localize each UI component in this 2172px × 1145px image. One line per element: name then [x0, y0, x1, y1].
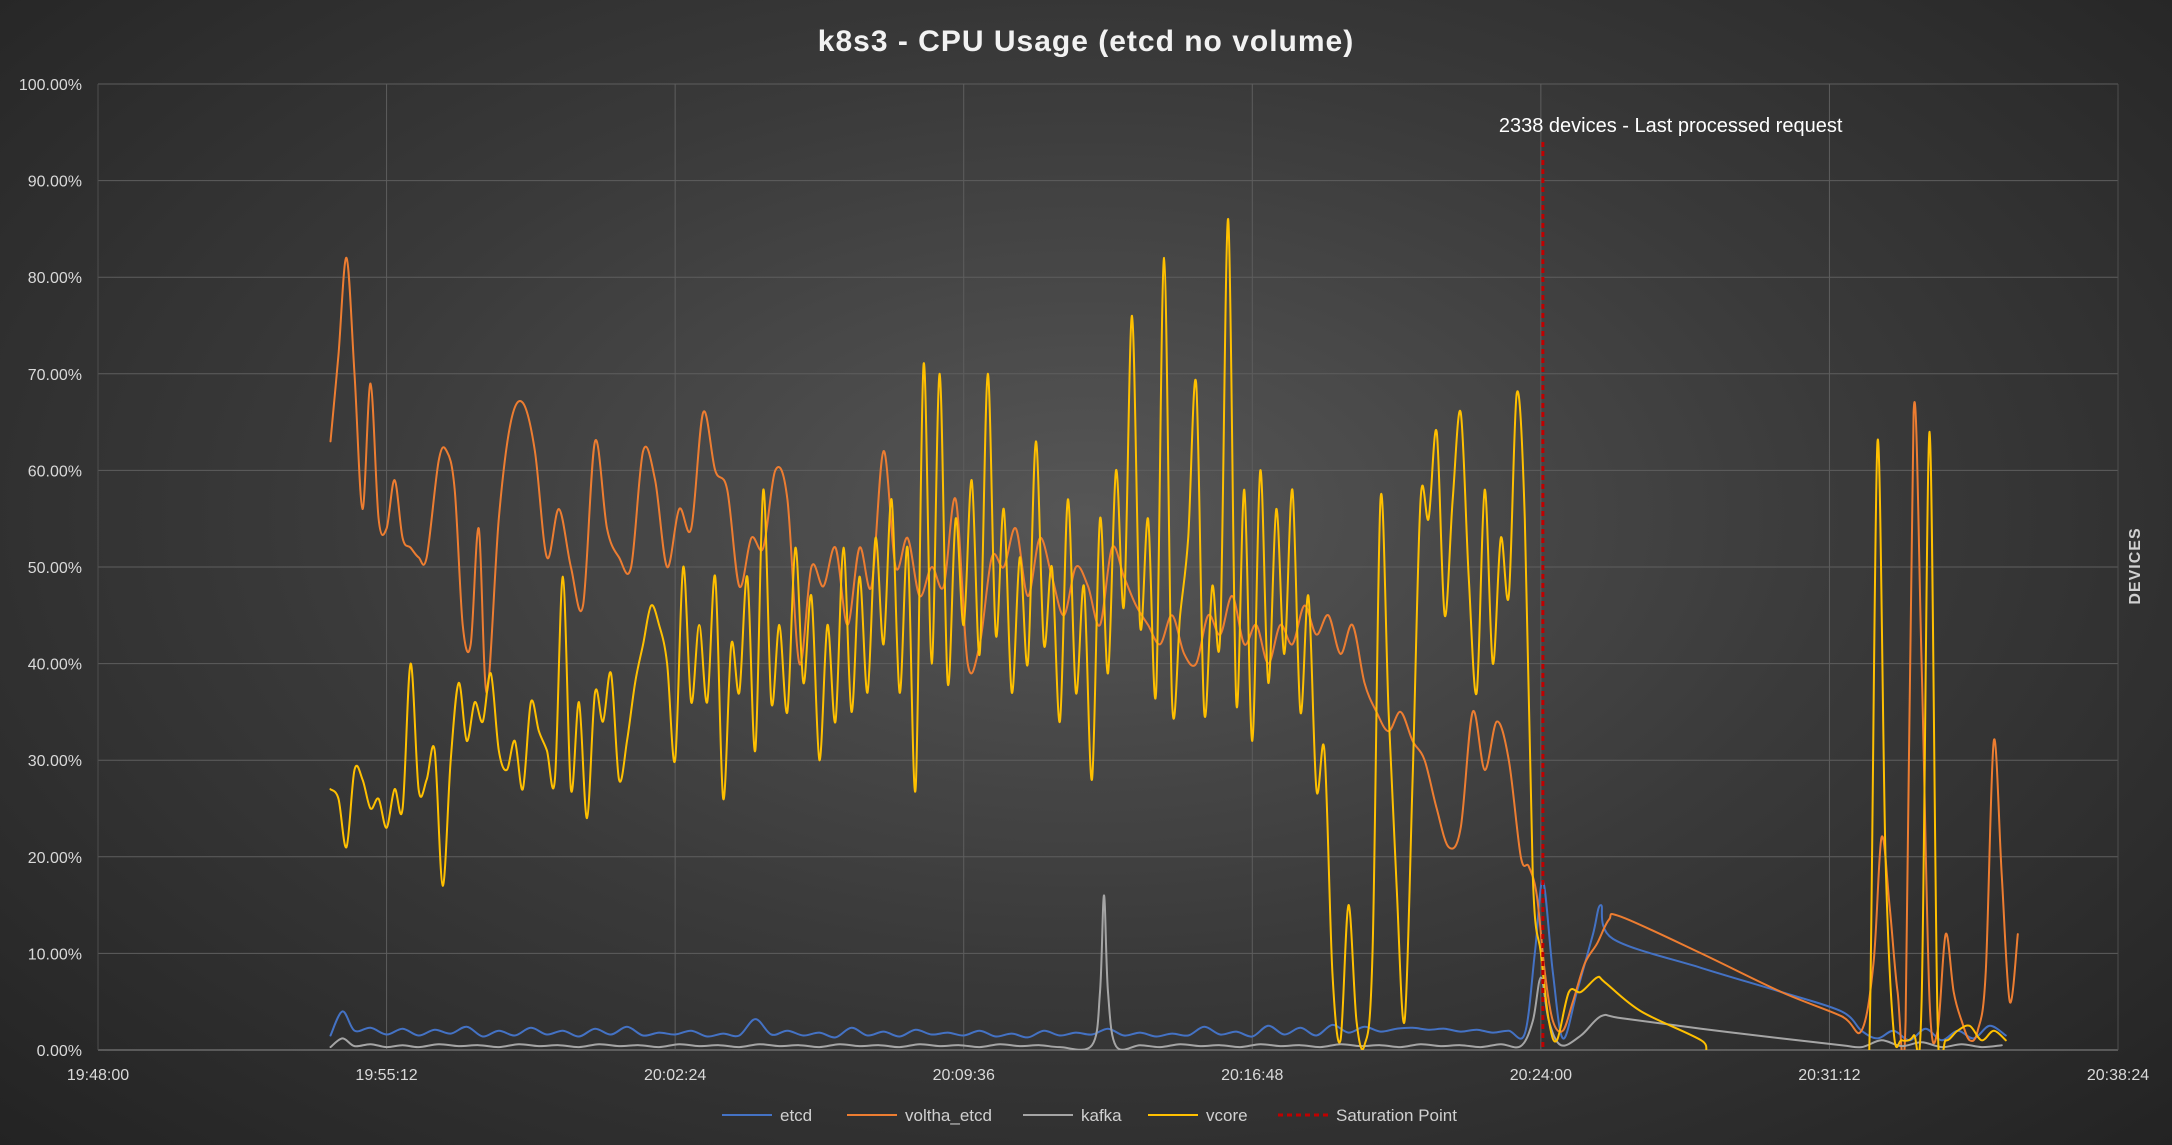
legend-label: kafka — [1081, 1106, 1122, 1125]
y-tick-label: 70.00% — [28, 367, 82, 384]
axes: 0.00% 10.00% 20.00% 30.00% 40.00% 50.00% 60.00… — [19, 77, 2149, 1084]
legend: etcd voltha_etcd kafka vcore Saturation Poin… — [722, 1106, 1457, 1125]
y-tick-label: 50.00% — [28, 560, 82, 577]
series-line-kafka — [329, 894, 2003, 1050]
secondary-axis-label: DEVICES — [2127, 527, 2144, 604]
y-tick-label: 20.00% — [28, 850, 82, 867]
x-tick-label: 19:48:00 — [67, 1067, 129, 1084]
x-tick-label: 20:24:00 — [1510, 1067, 1572, 1084]
legend-label: vcore — [1206, 1106, 1248, 1125]
annotations: 2338 devices - Last processed request — [1499, 115, 1843, 137]
y-tick-label: 30.00% — [28, 753, 82, 770]
x-tick-label: 20:02:24 — [644, 1067, 706, 1084]
y-tick-label: 40.00% — [28, 657, 82, 674]
y-tick-label: 10.00% — [28, 946, 82, 963]
y-tick-label: 100.00% — [19, 77, 82, 94]
legend-label: Saturation Point — [1336, 1106, 1457, 1125]
series-line-vcore — [329, 218, 2007, 1050]
chart-title: k8s3 - CPU Usage (etcd no volume) — [818, 25, 1354, 58]
series-line-voltha-etcd — [329, 256, 2019, 1050]
y-tick-label: 80.00% — [28, 270, 82, 287]
x-tick-label: 19:55:12 — [355, 1067, 417, 1084]
x-tick-label: 20:31:12 — [1798, 1067, 1860, 1084]
legend-label: etcd — [780, 1106, 812, 1125]
legend-label: voltha_etcd — [905, 1106, 992, 1125]
x-tick-label: 20:09:36 — [933, 1067, 995, 1084]
annotation-label: 2338 devices - Last processed request — [1499, 115, 1843, 137]
series-lines — [329, 218, 2019, 1050]
y-tick-label: 90.00% — [28, 174, 82, 191]
x-tick-label: 20:38:24 — [2087, 1067, 2149, 1084]
x-tick-label: 20:16:48 — [1221, 1067, 1283, 1084]
series-line-etcd — [329, 879, 2007, 1042]
y-tick-label: 60.00% — [28, 463, 82, 480]
y-tick-label: 0.00% — [37, 1043, 82, 1060]
